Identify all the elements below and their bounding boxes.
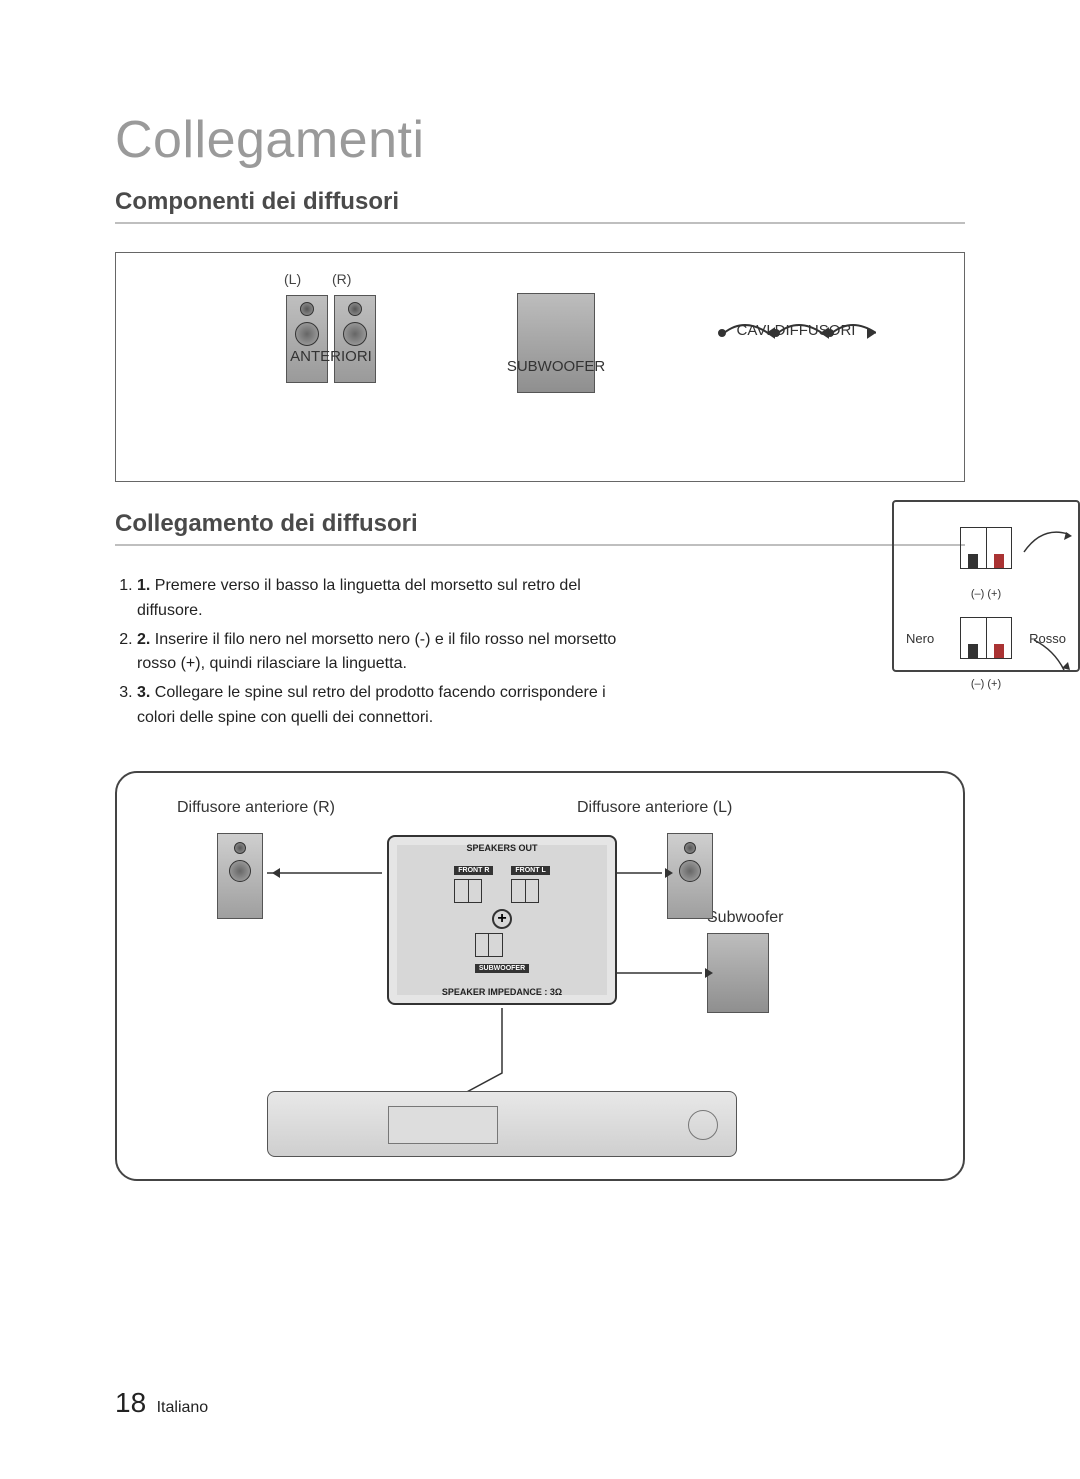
terminal-diagram: (–) (+) Nero Rosso (–) (+) [892,500,1080,672]
cables-label: CAVI DIFFUSORI [686,322,906,339]
hand-press-icon [1014,512,1074,562]
label-l: (L) [284,271,301,287]
page-language: Italiano [157,1399,209,1416]
front-speakers-group: (L) (R) ANTERIORI [256,271,406,383]
page-root: Collegamenti Componenti dei diffusori (L… [0,0,1080,1479]
label-r: (R) [332,271,351,287]
instructions-list: 1. Premere verso il basso la linguetta d… [115,574,965,731]
terminal-top-icon [960,527,1012,569]
device-back-icon [267,1091,737,1157]
port-front-r: FRONT R [454,859,493,903]
subwoofer-group: SUBWOOFER [486,293,626,393]
hand-insert-icon [1026,632,1076,682]
step-2: 2. Inserire il filo nero nel morsetto ne… [137,628,645,678]
section-components-heading: Componenti dei diffusori [115,188,965,224]
label-front-r: Diffusore anteriore (R) [177,799,335,817]
front-speakers-label: ANTERIORI [256,348,406,365]
section-connection-heading: Collegamento dei diffusori [115,510,965,546]
diagram-subwoofer-icon [707,933,769,1013]
label-front-l: Diffusore anteriore (L) [577,799,732,817]
plus-icon: + [492,909,512,929]
polarity-top: (–) (+) [902,588,1070,600]
page-footer: 18 Italiano [115,1387,208,1419]
components-diagram: (L) (R) ANTERIORI SUBWOOFER CAVI DIFFUSO… [115,252,965,482]
page-number: 18 [115,1387,146,1418]
label-sub: Subwoofer [707,909,784,927]
port-front-l: FRONT L [511,859,549,903]
diagram-speaker-r-icon [217,833,263,919]
step-3: 3. Collegare le spine sul retro del prod… [137,681,645,731]
step-1: 1. Premere verso il basso la linguetta d… [137,574,645,624]
diagram-speaker-l-icon [667,833,713,919]
label-nero: Nero [906,631,934,646]
speakers-out-panel: SPEAKERS OUT FRONT R FRONT L + SUBWOOFER… [387,835,617,1005]
connection-diagram: Diffusore anteriore (R) Diffusore anteri… [115,771,965,1181]
terminal-bottom-icon [960,617,1012,659]
impedance-label: SPEAKER IMPEDANCE : 3Ω [389,987,615,997]
front-speaker-r-icon [334,295,376,383]
subwoofer-label: SUBWOOFER [486,358,626,375]
cables-group: CAVI DIFFUSORI [686,313,906,357]
panel-title: SPEAKERS OUT [389,843,615,853]
subwoofer-icon [517,293,595,393]
page-title: Collegamenti [115,110,965,170]
port-subwoofer: SUBWOOFER [475,931,529,975]
front-speaker-l-icon [286,295,328,383]
